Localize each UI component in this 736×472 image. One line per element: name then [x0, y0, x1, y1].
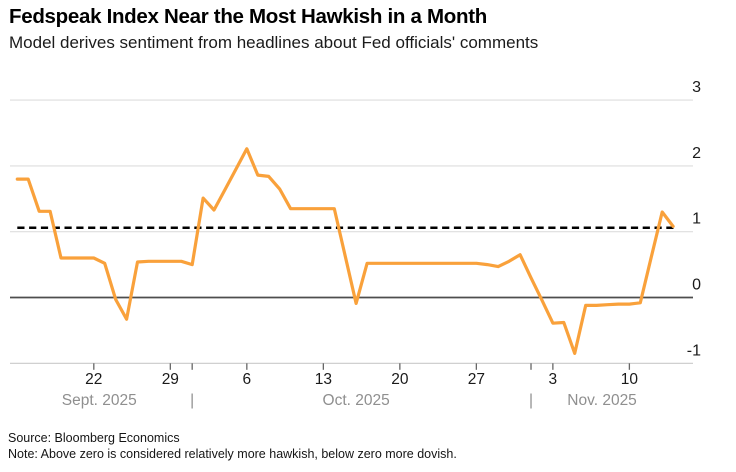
chart-title: Fedspeak Index Near the Most Hawkish in …: [9, 5, 488, 28]
series-line-group: [15, 147, 675, 355]
footer: Source: Bloomberg Economics Note: Above …: [8, 431, 457, 462]
x-tick-label: 13: [315, 371, 332, 388]
month-separator-glyph: |: [190, 392, 194, 409]
x-tick-label: 27: [468, 371, 485, 388]
methodology-note: Note: Above zero is considered relativel…: [8, 446, 457, 461]
x-tick-label: 6: [243, 371, 252, 388]
chart-subtitle: Model derives sentiment from headlines a…: [9, 33, 539, 52]
x-tick-label: 3: [549, 371, 558, 388]
y-tick-label: 2: [692, 145, 701, 162]
x-tick-label: 10: [621, 371, 639, 388]
x-axis: 22 29 6 13 20 27 3 10 | | Sept. 2025 Oct. 2025 Nov. …: [62, 363, 639, 409]
y-axis-labels: 3 2 1 0 -1: [687, 79, 701, 359]
month-separator-glyph: |: [529, 392, 533, 409]
gridlines: [10, 99, 693, 364]
month-label: Oct. 2025: [323, 392, 390, 409]
y-tick-label: -1: [687, 342, 701, 359]
x-tick-label: 20: [391, 371, 409, 388]
y-tick-label: 3: [692, 79, 701, 96]
y-tick-label: 1: [692, 211, 701, 228]
x-tick-label: 29: [162, 371, 179, 388]
x-tick-label: 22: [85, 371, 102, 388]
month-label: Nov. 2025: [567, 392, 637, 409]
month-label: Sept. 2025: [62, 392, 137, 409]
fedspeak-index-line: [15, 147, 675, 355]
y-tick-label: 0: [692, 277, 701, 294]
source-note: Source: Bloomberg Economics: [8, 431, 180, 445]
